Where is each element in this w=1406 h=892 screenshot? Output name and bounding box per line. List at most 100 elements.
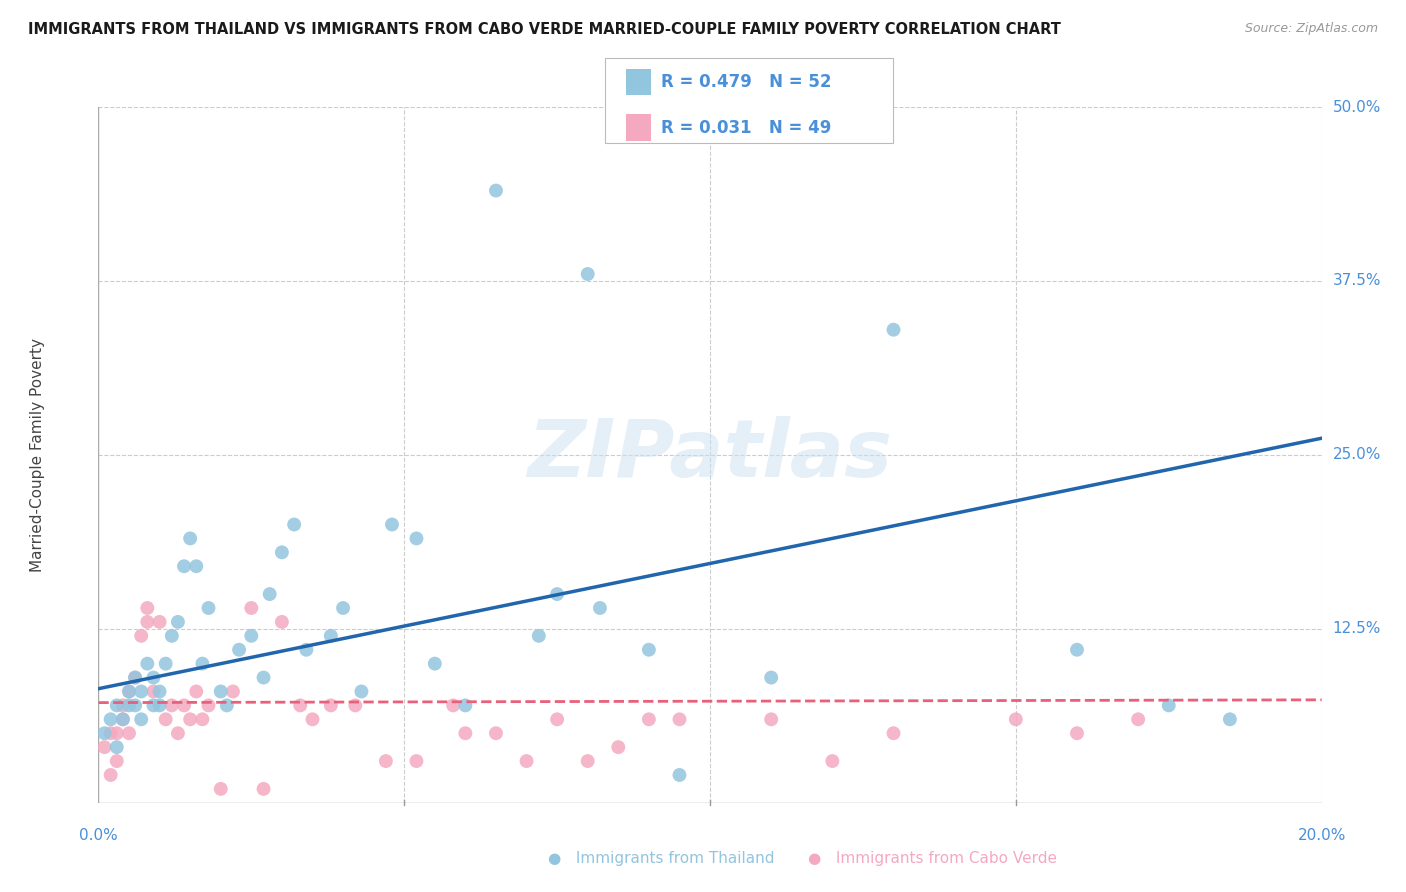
Point [252, 671, 274, 685]
Point [405, 754, 427, 768]
Point [270, 545, 292, 559]
Point [179, 532, 201, 546]
Point [668, 712, 690, 726]
Point [129, 712, 152, 726]
Text: Source: ZipAtlas.com: Source: ZipAtlas.com [1244, 22, 1378, 36]
Point [295, 642, 318, 657]
Point [167, 726, 190, 740]
Point [105, 740, 128, 755]
Point [344, 698, 367, 713]
Point [111, 712, 134, 726]
Point [105, 754, 128, 768]
Text: ●   Immigrants from Cabo Verde: ● Immigrants from Cabo Verde [808, 851, 1057, 865]
Point [270, 615, 292, 629]
Point [516, 754, 538, 768]
Text: 50.0%: 50.0% [1333, 100, 1381, 114]
Point [441, 698, 464, 713]
Point [252, 781, 274, 796]
Text: IMMIGRANTS FROM THAILAND VS IMMIGRANTS FROM CABO VERDE MARRIED-COUPLE FAMILY POV: IMMIGRANTS FROM THAILAND VS IMMIGRANTS F… [28, 22, 1062, 37]
Point [883, 323, 905, 337]
Point [423, 657, 446, 671]
Point [111, 698, 134, 713]
Point [546, 587, 568, 601]
Point [160, 698, 183, 713]
Point [381, 517, 404, 532]
Point [155, 657, 177, 671]
Point [668, 768, 690, 782]
Text: 0.0%: 0.0% [79, 828, 118, 843]
Point [142, 684, 165, 698]
Point [209, 684, 232, 698]
Point [332, 601, 354, 615]
Text: R = 0.479   N = 52: R = 0.479 N = 52 [661, 73, 831, 91]
Point [350, 684, 373, 698]
Point [1066, 726, 1088, 740]
Point [259, 587, 281, 601]
Point [821, 754, 844, 768]
Point [637, 712, 661, 726]
Point [589, 601, 612, 615]
Point [167, 615, 190, 629]
Point [1066, 642, 1088, 657]
Point [405, 532, 427, 546]
Point [136, 657, 159, 671]
Point [105, 698, 128, 713]
Point [759, 671, 782, 685]
Point [1128, 712, 1150, 726]
Point [186, 684, 208, 698]
Point [485, 184, 508, 198]
Point [215, 698, 238, 713]
Point [129, 629, 152, 643]
Point [111, 712, 134, 726]
Point [576, 267, 599, 281]
Point [883, 726, 905, 740]
Point [124, 671, 146, 685]
Point [454, 698, 477, 713]
Point [301, 712, 323, 726]
Point [637, 642, 661, 657]
Point [136, 615, 159, 629]
Point [118, 684, 141, 698]
Point [191, 712, 214, 726]
Point [1219, 712, 1241, 726]
Point [124, 698, 146, 713]
Point [173, 559, 195, 574]
Point [527, 629, 550, 643]
Text: ●   Immigrants from Thailand: ● Immigrants from Thailand [548, 851, 775, 865]
Point [191, 657, 214, 671]
Text: 20.0%: 20.0% [1298, 828, 1346, 843]
Point [283, 517, 305, 532]
Point [759, 712, 782, 726]
Text: Married-Couple Family Poverty: Married-Couple Family Poverty [30, 338, 45, 572]
Point [149, 615, 172, 629]
Point [100, 768, 122, 782]
Point [485, 726, 508, 740]
Text: 25.0%: 25.0% [1333, 448, 1381, 462]
Point [290, 698, 312, 713]
Point [149, 684, 172, 698]
Point [173, 698, 195, 713]
Point [118, 684, 141, 698]
Point [100, 726, 122, 740]
Point [179, 712, 201, 726]
Point [124, 671, 146, 685]
Point [607, 740, 630, 755]
Point [149, 698, 172, 713]
Point [186, 559, 208, 574]
Point [197, 698, 219, 713]
Point [209, 781, 232, 796]
Point [454, 726, 477, 740]
Point [319, 629, 342, 643]
Point [576, 754, 599, 768]
Text: ZIPatlas: ZIPatlas [527, 416, 893, 494]
Point [546, 712, 568, 726]
Text: R = 0.031   N = 49: R = 0.031 N = 49 [661, 119, 831, 136]
Text: 37.5%: 37.5% [1333, 274, 1381, 288]
Point [118, 698, 141, 713]
Point [155, 712, 177, 726]
Point [100, 712, 122, 726]
Point [160, 629, 183, 643]
Point [319, 698, 342, 713]
Point [93, 726, 115, 740]
Point [197, 601, 219, 615]
